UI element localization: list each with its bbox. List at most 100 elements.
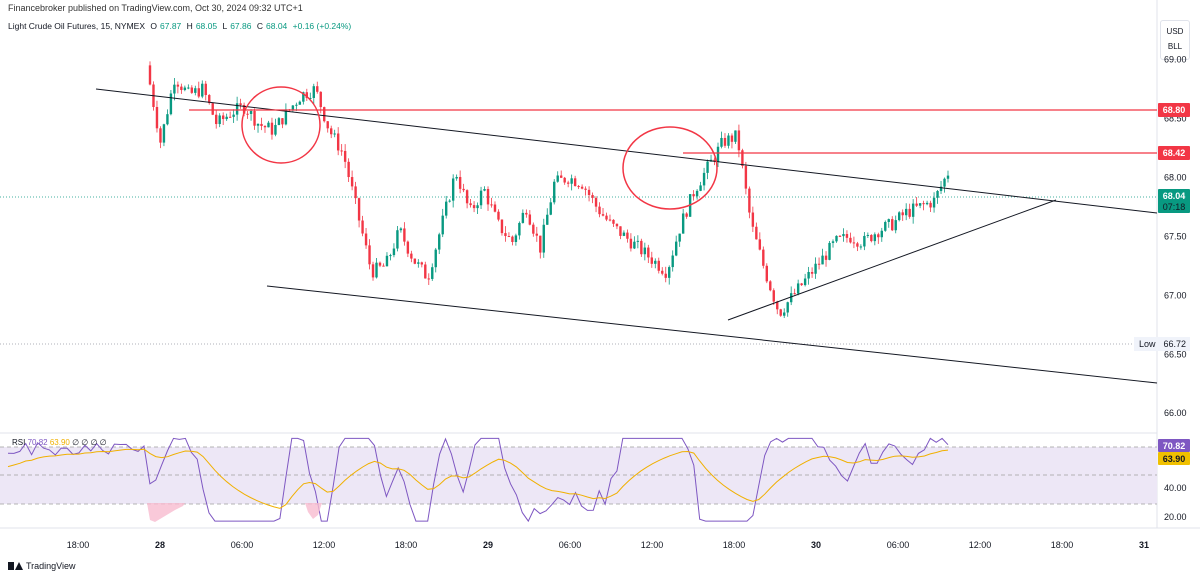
rising-trendline[interactable] [727, 199, 1057, 321]
candle-body [155, 106, 159, 129]
time-axis-label: 31 [1139, 540, 1149, 550]
candle-body [643, 247, 647, 255]
candle-body [793, 293, 796, 295]
candle-body [204, 83, 207, 96]
candle-body [532, 224, 535, 234]
candle-body [511, 236, 514, 242]
candle-body [925, 202, 929, 205]
candle-body [336, 133, 340, 151]
candle-body [887, 219, 890, 222]
currency-unit-button[interactable]: USD BLL [1160, 20, 1190, 60]
time-axis-label: 29 [483, 540, 493, 550]
candle-body [772, 290, 775, 302]
rsi-axis-20: 20.00 [1164, 512, 1187, 522]
symbol-legend: Light Crude Oil Futures, 15, NYMEX O 67.8… [8, 21, 354, 31]
rsi-band [0, 447, 1157, 504]
candle-body [295, 104, 298, 106]
candle-body [884, 221, 887, 231]
candle-body [281, 118, 284, 125]
candle-body [577, 186, 580, 188]
candle-body [748, 188, 751, 213]
candle-body [472, 205, 476, 209]
candle-body [751, 212, 755, 227]
highlight-circle-left[interactable] [241, 86, 321, 164]
rsi-legend[interactable]: RSI 70.82 63.90 ∅ ∅ ∅ ∅ [12, 438, 107, 447]
time-axis-label: 18:00 [723, 540, 746, 550]
candle-body [347, 161, 350, 178]
candle-body [528, 214, 532, 225]
candle-body [939, 186, 943, 192]
candle-body [856, 243, 859, 247]
candle-body [866, 234, 870, 236]
candle-body [507, 236, 511, 238]
candle-body [333, 133, 336, 135]
candle-body [650, 257, 653, 264]
candle-body [378, 262, 382, 266]
currency-label: USD [1166, 27, 1184, 36]
candle-body [462, 188, 465, 191]
highlight-circle-right[interactable] [622, 126, 718, 210]
candle-body [671, 255, 674, 268]
candle-body [431, 267, 434, 279]
candle-body [486, 189, 490, 205]
candle-body [619, 226, 622, 236]
candle-body [891, 219, 894, 231]
candle-body [253, 110, 256, 126]
candle-body [587, 189, 591, 196]
candle-body [249, 110, 253, 114]
price-axis-label: 69.00 [1164, 54, 1187, 64]
candle-body [232, 114, 235, 117]
candle-body [608, 219, 612, 221]
close-label: C [256, 21, 263, 31]
lower-trendline[interactable] [266, 285, 1158, 384]
rsi-ma-tag-text: 63.90 [1163, 454, 1186, 464]
open-value: 67.87 [160, 21, 182, 31]
candle-body [783, 312, 786, 316]
candle-body [685, 213, 688, 217]
candle-body [368, 245, 371, 265]
rsi-oversold-fill [147, 503, 185, 522]
candle-body [814, 263, 817, 274]
candle-body [298, 101, 302, 105]
candle-body [800, 283, 803, 286]
candle-body [692, 194, 695, 197]
candle-body [835, 235, 838, 242]
price-axis-label: 67.50 [1164, 231, 1187, 241]
candle-body [713, 159, 716, 162]
candle-body [525, 212, 528, 215]
candle-body [326, 121, 329, 129]
candle-body [908, 208, 911, 217]
symbol-title[interactable]: Light Crude Oil Futures, 15, NYMEX [8, 21, 146, 31]
candle-body [406, 241, 410, 254]
candle-body [636, 240, 640, 242]
candle-body [176, 84, 180, 87]
tradingview-logo-icon [8, 562, 23, 570]
time-axis-label: 30 [811, 540, 821, 550]
candle-body [239, 103, 242, 105]
candle-body [319, 91, 322, 108]
rsi-value: 70.82 [27, 438, 48, 447]
level-tag-68-42-text: 68.42 [1163, 148, 1186, 158]
candle-body [371, 264, 375, 278]
candle-body [730, 135, 734, 142]
time-axis-label: 06:00 [887, 540, 910, 550]
candle-body [674, 241, 678, 256]
candle-body [922, 203, 925, 205]
candle-body [270, 122, 274, 135]
time-axis-label: 12:00 [969, 540, 992, 550]
rsi-ma-value: 63.90 [49, 438, 70, 447]
candle-body [274, 124, 277, 135]
candle-body [465, 190, 469, 204]
high-label: H [186, 21, 193, 31]
candle-body [361, 220, 364, 234]
candle-body [668, 267, 671, 278]
candle-body [413, 258, 417, 264]
rsi-ma-tag [1158, 452, 1190, 465]
candle-body [727, 135, 730, 146]
candle-body [807, 271, 810, 279]
candle-body [305, 92, 309, 99]
level-tag-68-80-text: 68.80 [1163, 105, 1186, 115]
rsi-label: RSI [12, 438, 26, 447]
time-axis-label: 28 [155, 540, 165, 550]
